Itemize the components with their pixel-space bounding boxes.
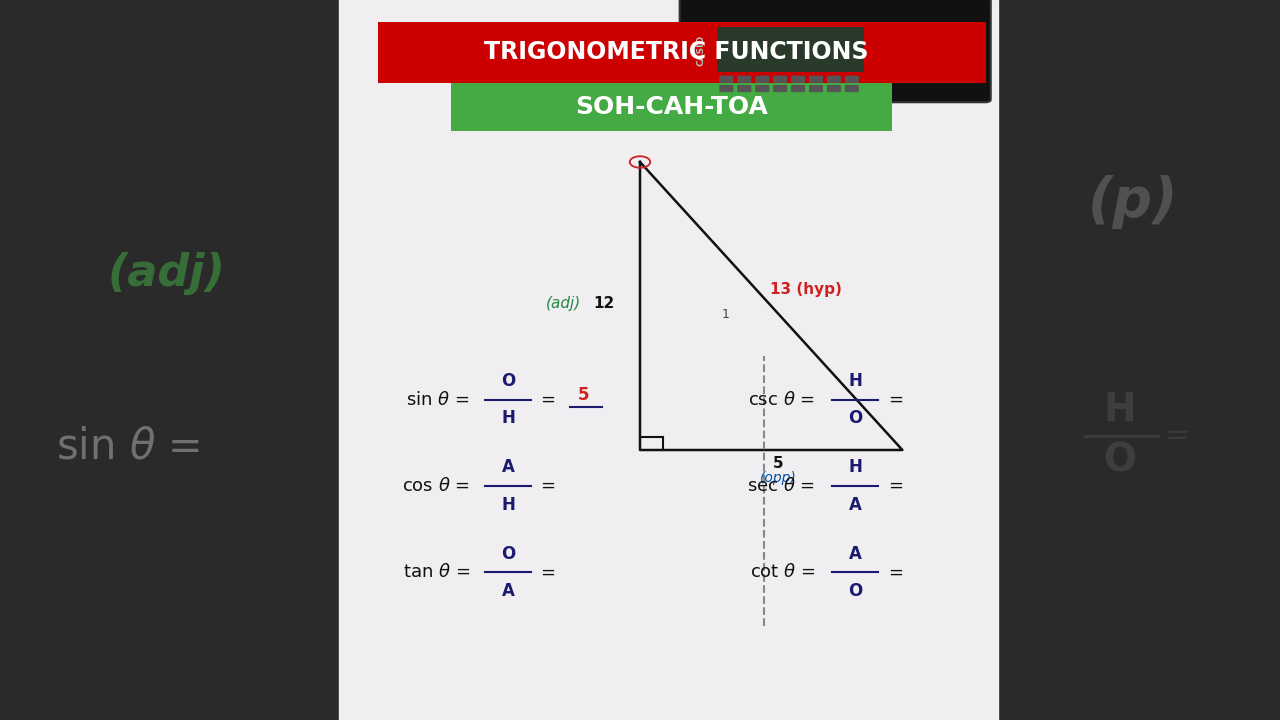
Text: =: = <box>540 563 556 582</box>
Text: (adj): (adj) <box>545 297 581 311</box>
Text: 5: 5 <box>579 386 589 405</box>
Text: TRIGONOMETRIC FUNCTIONS: TRIGONOMETRIC FUNCTIONS <box>484 40 868 64</box>
Text: (adj): (adj) <box>108 252 225 295</box>
Text: A: A <box>502 458 515 477</box>
Text: =: = <box>888 477 904 495</box>
Text: H: H <box>849 458 861 477</box>
FancyBboxPatch shape <box>809 76 823 83</box>
Text: O: O <box>500 545 516 563</box>
Text: $\sin\,\theta$ =: $\sin\,\theta$ = <box>56 426 200 467</box>
FancyBboxPatch shape <box>719 85 733 92</box>
FancyBboxPatch shape <box>845 85 859 92</box>
Text: 12: 12 <box>594 297 614 311</box>
Text: A: A <box>849 545 861 563</box>
Text: $\cos\,\theta$ =: $\cos\,\theta$ = <box>402 477 470 495</box>
Bar <box>0 0 339 720</box>
Text: 13 (hyp): 13 (hyp) <box>771 282 842 297</box>
Text: =: = <box>540 477 556 495</box>
FancyBboxPatch shape <box>755 85 769 92</box>
Text: $\csc\,\theta$ =: $\csc\,\theta$ = <box>749 390 815 409</box>
Text: $\tan\,\theta$ =: $\tan\,\theta$ = <box>402 563 470 582</box>
Text: $\sec\,\theta$ =: $\sec\,\theta$ = <box>748 477 815 495</box>
FancyBboxPatch shape <box>680 0 991 102</box>
FancyBboxPatch shape <box>737 76 751 83</box>
Text: 5: 5 <box>773 456 783 471</box>
Text: O: O <box>847 582 863 600</box>
FancyBboxPatch shape <box>845 76 859 83</box>
Text: H: H <box>1103 392 1137 429</box>
FancyBboxPatch shape <box>451 83 892 131</box>
Text: =: = <box>1165 421 1190 450</box>
Text: =: = <box>888 563 904 582</box>
FancyBboxPatch shape <box>827 76 841 83</box>
Text: H: H <box>502 496 515 514</box>
Text: $\sin\,\theta$ =: $\sin\,\theta$ = <box>406 390 470 409</box>
Text: (p): (p) <box>1088 175 1178 229</box>
FancyBboxPatch shape <box>719 76 733 83</box>
Text: A: A <box>849 496 861 514</box>
FancyBboxPatch shape <box>791 76 805 83</box>
Bar <box>339 0 998 720</box>
FancyBboxPatch shape <box>791 85 805 92</box>
FancyBboxPatch shape <box>809 85 823 92</box>
Bar <box>998 0 1280 720</box>
Text: H: H <box>849 372 861 390</box>
Text: $\cot\,\theta$ =: $\cot\,\theta$ = <box>750 563 815 582</box>
Text: O: O <box>847 409 863 428</box>
Text: =: = <box>540 390 556 409</box>
FancyBboxPatch shape <box>773 76 787 83</box>
Text: A: A <box>502 582 515 600</box>
FancyBboxPatch shape <box>773 85 787 92</box>
Text: O: O <box>1103 442 1137 480</box>
Text: SOH-CAH-TOA: SOH-CAH-TOA <box>576 94 768 119</box>
FancyBboxPatch shape <box>378 22 986 83</box>
Text: H: H <box>502 409 515 428</box>
Text: O: O <box>500 372 516 390</box>
FancyBboxPatch shape <box>755 76 769 83</box>
FancyBboxPatch shape <box>737 85 751 92</box>
FancyBboxPatch shape <box>827 85 841 92</box>
Text: CASIO: CASIO <box>696 35 707 66</box>
Text: 1: 1 <box>722 308 730 321</box>
FancyBboxPatch shape <box>717 27 864 72</box>
Text: (opp): (opp) <box>760 471 796 485</box>
Text: =: = <box>888 390 904 409</box>
